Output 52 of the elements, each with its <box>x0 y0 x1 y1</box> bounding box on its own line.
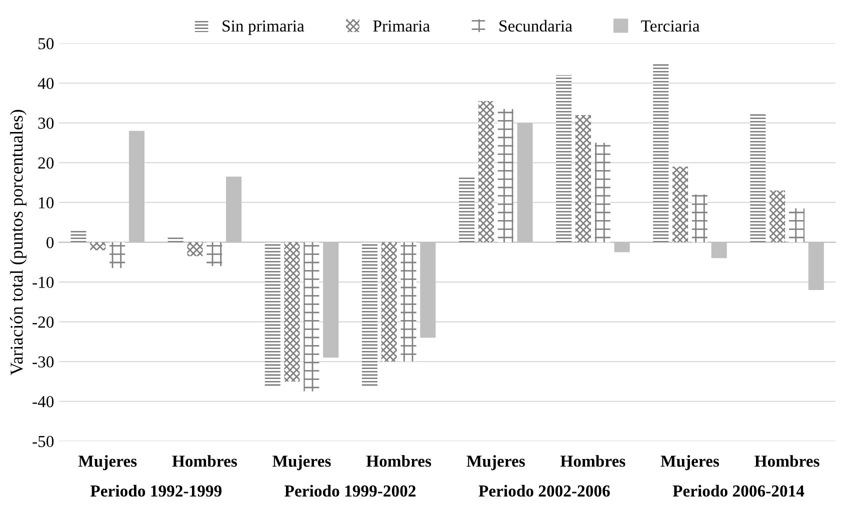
bar <box>458 176 474 242</box>
x-tick-label: Mujeres <box>272 455 331 470</box>
bar <box>400 242 416 362</box>
bar <box>594 142 610 242</box>
y-tick-label: 40 <box>38 78 54 90</box>
bar <box>187 242 203 256</box>
y-tick-label: 20 <box>38 157 54 169</box>
x-tick-label: Hombres <box>560 455 626 467</box>
bar <box>284 242 300 382</box>
text: Periodo 1992-1999 <box>90 484 222 497</box>
bar <box>110 242 126 268</box>
text: Periodo 2006-2014 <box>672 484 804 497</box>
y-tick-label: 50 <box>38 38 54 50</box>
bar <box>90 242 106 250</box>
y-tick-label: -30 <box>32 356 54 368</box>
legend-label: Sin primaria <box>222 20 304 36</box>
bar <box>206 242 222 266</box>
x-tick-label: Hombres <box>366 455 432 467</box>
y-tick-label: -20 <box>32 316 54 328</box>
bar <box>672 166 688 242</box>
bar <box>556 75 572 242</box>
legend-label: Primaria <box>373 20 430 32</box>
y-tick-label: -40 <box>32 396 54 408</box>
bar <box>381 242 397 362</box>
bar <box>304 242 320 392</box>
bar <box>168 236 184 242</box>
y-tick-label: 10 <box>39 197 54 208</box>
bar <box>478 101 494 242</box>
bar <box>770 190 786 242</box>
bar <box>788 208 804 242</box>
y-tick-label: -50 <box>32 436 54 448</box>
bar <box>750 112 766 242</box>
x-tick-label: Hombres <box>172 455 237 467</box>
y-tick-label: 30 <box>38 118 54 129</box>
bar <box>692 194 708 242</box>
text: Periodo 2002-2006 <box>478 484 610 497</box>
legend-label: Terciaria <box>641 20 700 32</box>
x-tick-label: Mujeres <box>78 455 137 470</box>
x-tick-label: Mujeres <box>466 455 525 470</box>
x-tick-label: Hombres <box>754 455 820 467</box>
bar <box>70 230 86 242</box>
legend-label: Secundaria <box>500 20 572 32</box>
y-tick-label: -10 <box>32 276 54 288</box>
x-tick-label: Mujeres <box>660 455 720 470</box>
bar <box>653 63 669 242</box>
bar <box>575 114 591 242</box>
y-tick-label: 0 <box>46 236 54 248</box>
bar <box>362 242 378 388</box>
bar <box>264 242 280 388</box>
bar <box>498 108 514 242</box>
y-axis-title: Variación total (puntos porcentuales) <box>10 110 26 376</box>
text: Periodo 1999-2002 <box>284 484 416 497</box>
